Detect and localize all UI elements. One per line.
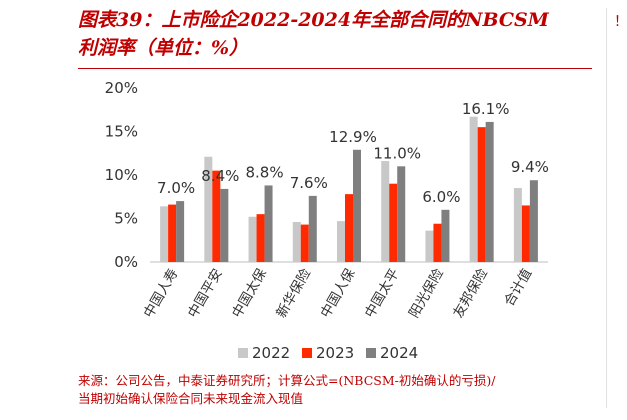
bar-2024 xyxy=(176,201,185,262)
legend: 2022 2023 2024 xyxy=(238,344,418,362)
chart-title-line-2: 利润率（单位：%） xyxy=(78,37,249,59)
category-label: 阳光保险 xyxy=(406,266,447,321)
bar-2023 xyxy=(345,194,353,262)
legend-label: 2024 xyxy=(380,344,418,362)
chart-title-line-1: 图表39：上市险企2022-2024年全部合同的NBCSM xyxy=(78,9,549,31)
data-label: 6.0% xyxy=(422,188,460,206)
legend-swatch-2022 xyxy=(238,348,248,358)
bar-2022 xyxy=(337,221,345,262)
data-label: 16.1% xyxy=(462,100,510,118)
data-label-group: 7.0% 8.4% 8.8% 7.6% 12.9%11.0% 6.0% 16.1% 9.4% xyxy=(157,100,549,206)
category-label: 友邦保险 xyxy=(450,266,491,321)
bar-2023 xyxy=(256,214,265,262)
category-label: 中国人寿 xyxy=(140,266,182,321)
bar-2022 xyxy=(292,221,301,262)
legend-label: 2022 xyxy=(252,344,290,362)
bar-2024 xyxy=(353,149,361,262)
bar-2022 xyxy=(425,230,434,262)
y-tick-label: 5% xyxy=(114,210,138,228)
bar-2022 xyxy=(469,116,478,263)
bar-2023 xyxy=(212,170,221,262)
bar-2023 xyxy=(168,204,177,262)
legend-swatch-2024 xyxy=(366,348,376,358)
bar-2023 xyxy=(433,223,442,262)
bar-2022 xyxy=(160,206,169,262)
y-axis: 0% 5% 10% 15% 20% xyxy=(105,79,138,271)
category-label: 中国人保 xyxy=(318,266,359,321)
bar-2024 xyxy=(397,166,406,262)
data-label: 12.9% xyxy=(329,128,377,146)
category-label: 新华保险 xyxy=(273,266,314,321)
bar-2022 xyxy=(513,188,522,262)
source-note-line-1: 来源：公司公告，中泰证券研究所；计算公式=(NBCSM-初始确认的亏损)/ xyxy=(78,373,496,388)
data-label: 8.8% xyxy=(246,163,284,181)
bar-series-group xyxy=(160,116,538,263)
source-note-line-2: 当期初始确认保险合同未来现金流入现值 xyxy=(78,391,304,406)
legend-swatch-2023 xyxy=(302,348,312,358)
data-label: 7.6% xyxy=(290,174,328,192)
legend-label: 2023 xyxy=(316,344,354,362)
bar-2024 xyxy=(441,209,450,262)
bar-2024 xyxy=(529,180,538,262)
bar-2024 xyxy=(485,121,494,263)
category-label: 中国平安 xyxy=(185,266,226,321)
bar-2022 xyxy=(204,156,213,262)
category-label: 合计值 xyxy=(501,266,535,309)
bar-2023 xyxy=(300,224,309,262)
category-label: 中国太平 xyxy=(362,266,403,321)
category-label: 中国太保 xyxy=(229,266,270,321)
y-tick-label: 20% xyxy=(105,79,138,97)
data-label: 8.4% xyxy=(201,167,239,185)
title-divider xyxy=(78,68,592,69)
bar-2023 xyxy=(477,127,486,263)
bar-2022 xyxy=(381,161,390,262)
bar-2024 xyxy=(308,195,317,262)
category-label-group: 中国人寿 中国平安 中国太保 新华保险 中国人保 中国太平 阳光保险 友邦保险 合计值 xyxy=(140,266,536,321)
adjacent-panel-fragment: ！ xyxy=(614,14,627,30)
data-label: 9.4% xyxy=(511,158,549,176)
chart-title: 图表39：上市险企2022-2024年全部合同的NBCSM 利润率（单位：%） xyxy=(78,6,598,62)
y-tick-label: 10% xyxy=(105,166,138,184)
bar-2023 xyxy=(389,183,398,262)
y-tick-label: 0% xyxy=(114,253,138,271)
data-label: 7.0% xyxy=(157,179,195,197)
bar-2024 xyxy=(220,188,229,262)
bar-2022 xyxy=(248,216,257,262)
y-tick-label: 15% xyxy=(105,123,138,141)
bar-2023 xyxy=(521,205,530,262)
adjacent-panel-divider xyxy=(606,8,607,408)
source-note: 来源：公司公告，中泰证券研究所；计算公式=(NBCSM-初始确认的亏损)/ 当期… xyxy=(78,372,606,408)
data-label: 11.0% xyxy=(373,144,421,162)
bar-2024 xyxy=(264,185,273,262)
